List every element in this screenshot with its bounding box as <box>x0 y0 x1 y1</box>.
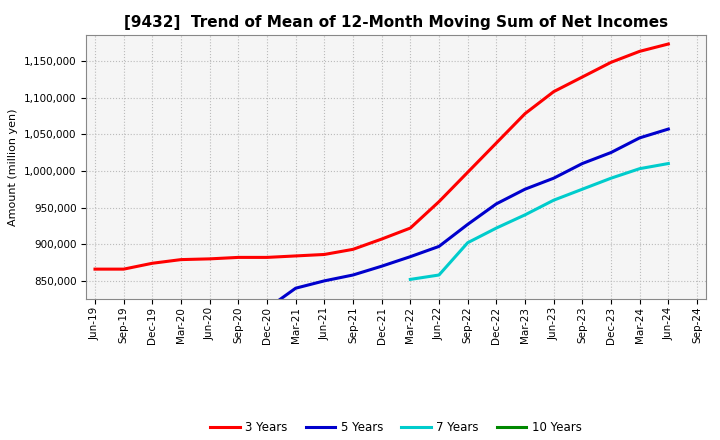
3 Years <box>205 256 214 261</box>
3 Years <box>292 253 300 259</box>
5 Years <box>435 244 444 249</box>
3 Years <box>607 60 616 65</box>
5 Years <box>263 306 271 312</box>
5 Years <box>549 176 558 181</box>
5 Years <box>578 161 587 166</box>
7 Years <box>549 198 558 203</box>
7 Years <box>664 161 672 166</box>
Legend: 3 Years, 5 Years, 7 Years, 10 Years: 3 Years, 5 Years, 7 Years, 10 Years <box>205 416 587 438</box>
7 Years <box>521 212 529 217</box>
3 Years <box>578 74 587 80</box>
3 Years <box>320 252 328 257</box>
3 Years <box>348 247 357 252</box>
5 Years <box>377 264 386 269</box>
7 Years <box>607 176 616 181</box>
7 Years <box>464 240 472 246</box>
3 Years <box>549 89 558 94</box>
3 Years <box>234 255 243 260</box>
5 Years <box>464 222 472 227</box>
3 Years <box>176 257 185 262</box>
3 Years <box>120 267 128 272</box>
3 Years <box>148 260 157 266</box>
5 Years <box>607 150 616 155</box>
3 Years <box>91 267 99 272</box>
5 Years <box>635 135 644 140</box>
Y-axis label: Amount (million yen): Amount (million yen) <box>9 108 19 226</box>
3 Years <box>521 111 529 116</box>
5 Years <box>205 303 214 308</box>
7 Years <box>578 187 587 192</box>
3 Years <box>492 140 500 146</box>
3 Years <box>263 255 271 260</box>
5 Years <box>176 309 185 314</box>
7 Years <box>406 277 415 282</box>
3 Years <box>635 49 644 54</box>
Line: 5 Years: 5 Years <box>181 129 668 312</box>
5 Years <box>664 126 672 132</box>
7 Years <box>635 166 644 171</box>
3 Years <box>377 236 386 242</box>
5 Years <box>234 309 243 314</box>
7 Years <box>492 225 500 231</box>
5 Years <box>348 272 357 278</box>
Line: 3 Years: 3 Years <box>95 44 668 269</box>
5 Years <box>521 187 529 192</box>
5 Years <box>406 254 415 259</box>
3 Years <box>664 41 672 47</box>
3 Years <box>406 225 415 231</box>
7 Years <box>435 272 444 278</box>
3 Years <box>464 170 472 175</box>
Title: [9432]  Trend of Mean of 12-Month Moving Sum of Net Incomes: [9432] Trend of Mean of 12-Month Moving … <box>124 15 668 30</box>
5 Years <box>320 278 328 283</box>
5 Years <box>292 286 300 291</box>
5 Years <box>492 201 500 206</box>
Line: 7 Years: 7 Years <box>410 164 668 279</box>
3 Years <box>435 199 444 204</box>
